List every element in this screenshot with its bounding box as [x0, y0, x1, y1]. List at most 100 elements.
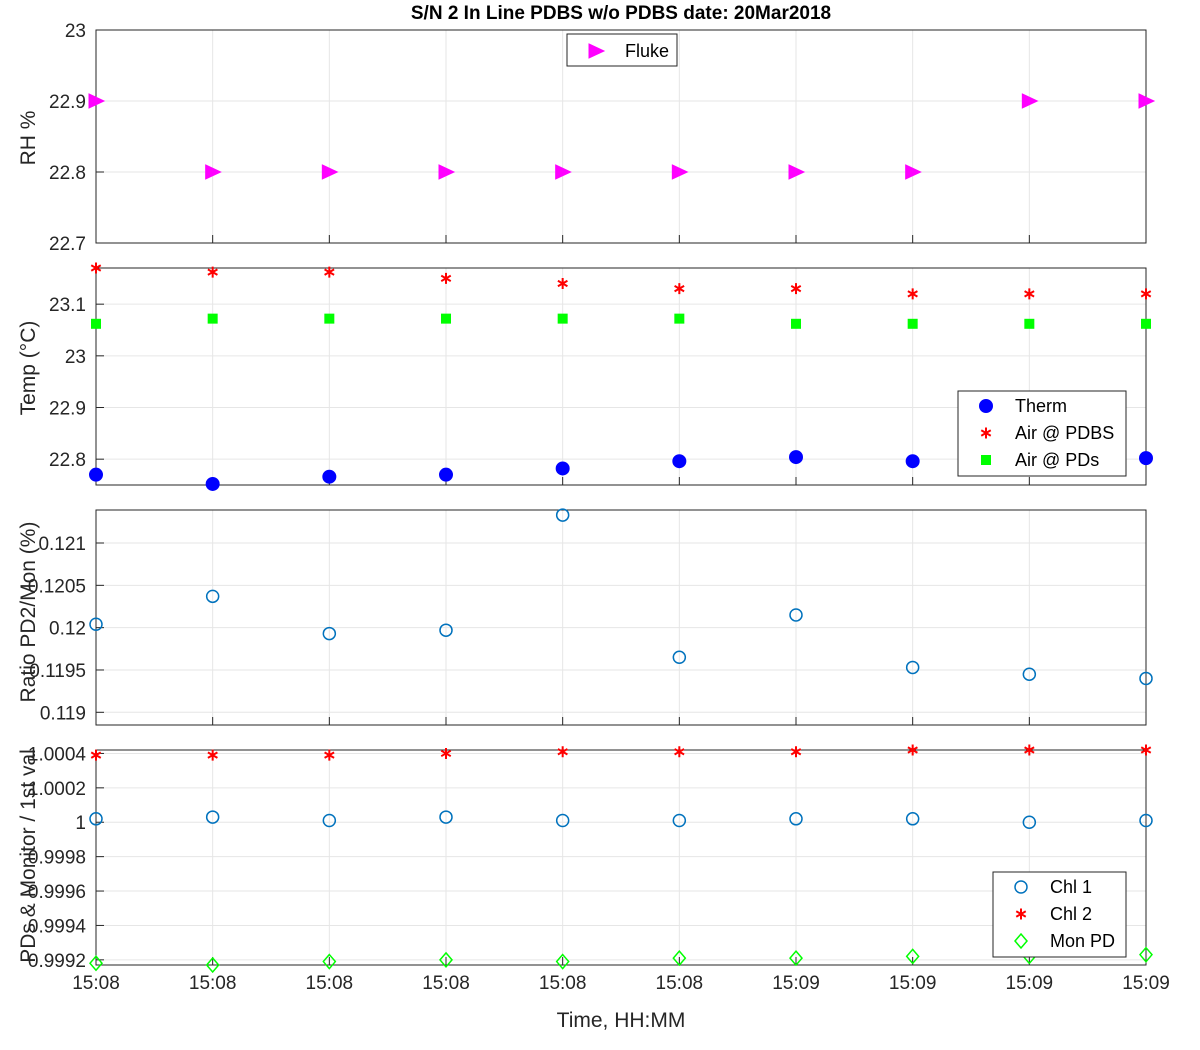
- series-mon-pd: [89, 946, 1153, 974]
- data-point: [1022, 815, 1037, 829]
- data-point: [90, 262, 102, 274]
- data-point: [88, 93, 106, 109]
- data-point: [1139, 671, 1153, 686]
- legend: Chl 1 Chl 2 Mon PD: [992, 871, 1127, 958]
- series-1: [89, 508, 1153, 686]
- data-point: [207, 749, 218, 761]
- data-point: [322, 626, 337, 641]
- legend-label: Chl 2: [1050, 904, 1092, 924]
- data-point: [674, 313, 685, 324]
- data-point: [205, 589, 220, 604]
- plot-area: [96, 510, 1146, 725]
- legend-marker: [588, 43, 606, 59]
- y-tick-label: 0.9996: [28, 882, 86, 903]
- data-point: [555, 953, 570, 970]
- data-point: [205, 164, 222, 180]
- legend-marker: [1014, 880, 1028, 894]
- y-tick-label: 22.9: [49, 92, 86, 113]
- x-tick-label: 15:08: [422, 973, 470, 994]
- data-point: [905, 164, 922, 180]
- data-point: [91, 318, 101, 329]
- data-point: [1139, 451, 1153, 466]
- y-tick-label: 0.1205: [28, 576, 86, 597]
- legend: Fluke: [566, 33, 678, 67]
- y-tick-label: 22.8: [49, 450, 86, 471]
- series-chl-2: [90, 744, 1152, 761]
- legend-marker: [1015, 908, 1027, 920]
- data-point: [555, 813, 570, 828]
- data-point: [439, 951, 453, 968]
- data-point: [907, 318, 918, 329]
- data-point: [557, 313, 568, 324]
- data-point: [324, 266, 335, 278]
- data-point: [555, 164, 572, 180]
- data-point: [89, 617, 103, 632]
- data-point: [905, 812, 920, 826]
- y-tick-label: 0.9998: [28, 848, 86, 869]
- data-point: [441, 313, 451, 324]
- data-point: [1138, 93, 1156, 109]
- axes-frame: [95, 29, 1147, 244]
- data-point: [672, 949, 687, 967]
- axes-frame: [95, 267, 1147, 486]
- series-air-pds: [91, 313, 1151, 329]
- y-tick-label: 22.7: [49, 234, 86, 255]
- y-tick-label: 0.1195: [29, 661, 86, 682]
- y-tick-label: 23: [65, 347, 86, 368]
- y-tick-label: 23: [65, 21, 86, 42]
- data-point: [905, 948, 920, 965]
- x-tick-label: 15:08: [189, 973, 237, 994]
- data-point: [672, 650, 687, 665]
- series-chl-1: [89, 810, 1153, 829]
- x-tick-label: 15:08: [306, 973, 354, 994]
- x-tick-label: 15:09: [772, 973, 820, 994]
- data-point: [1139, 813, 1153, 828]
- x-axis-label: Time, HH:MM: [557, 1009, 686, 1032]
- y-tick-label: 22.9: [49, 399, 86, 420]
- subplot-1: 22.7 22.8 22.9 23 RH % Fluke: [17, 21, 1156, 255]
- x-tick-label: 15:08: [539, 973, 587, 994]
- data-point: [672, 813, 687, 828]
- y-tick-label: 0.119: [40, 703, 86, 724]
- legend-label: Fluke: [625, 41, 669, 61]
- y-tick-label: 1.0004: [28, 744, 87, 765]
- x-tick-label: 15:08: [656, 973, 704, 994]
- axes-frame: [95, 509, 1147, 726]
- data-point: [90, 749, 102, 761]
- data-point: [789, 812, 803, 826]
- data-point: [1140, 744, 1152, 756]
- data-point: [1021, 93, 1039, 109]
- data-point: [440, 272, 452, 284]
- data-point: [907, 744, 918, 756]
- y-tick-label: 0.12: [49, 619, 86, 640]
- data-point: [439, 810, 453, 824]
- data-point: [791, 318, 801, 329]
- data-point: [557, 746, 568, 758]
- data-point: [322, 953, 337, 970]
- y-tick-label: 1: [75, 813, 86, 834]
- legend-marker: [979, 399, 993, 413]
- data-point: [439, 623, 453, 637]
- subplot-4: 0.9992 0.9994 0.9996 0.9998 1 1.0002 1.0004PDs…: [17, 744, 1170, 994]
- y-axis-label: Ratio PD2/Mon (%): [17, 522, 40, 703]
- data-point: [321, 164, 339, 180]
- data-point: [1140, 288, 1152, 300]
- data-point: [788, 164, 806, 180]
- y-tick-label: 23.1: [49, 295, 86, 316]
- subplots: 22.7 22.8 22.9 23 RH % Fluke 22.8 22.9 23 23.1 Tem…: [17, 21, 1170, 994]
- data-point: [1024, 288, 1035, 300]
- data-point: [905, 660, 920, 675]
- data-point: [557, 278, 568, 289]
- data-point: [905, 454, 920, 469]
- data-point: [439, 467, 453, 482]
- legend-label: Mon PD: [1050, 931, 1115, 951]
- data-point: [207, 266, 218, 278]
- data-point: [1024, 744, 1035, 756]
- x-tick-label: 15:09: [889, 973, 937, 994]
- data-point: [207, 313, 218, 324]
- data-point: [205, 810, 220, 824]
- data-point: [89, 812, 103, 826]
- y-tick-label: 0.9992: [28, 951, 86, 972]
- legend-label: Therm: [1015, 396, 1067, 416]
